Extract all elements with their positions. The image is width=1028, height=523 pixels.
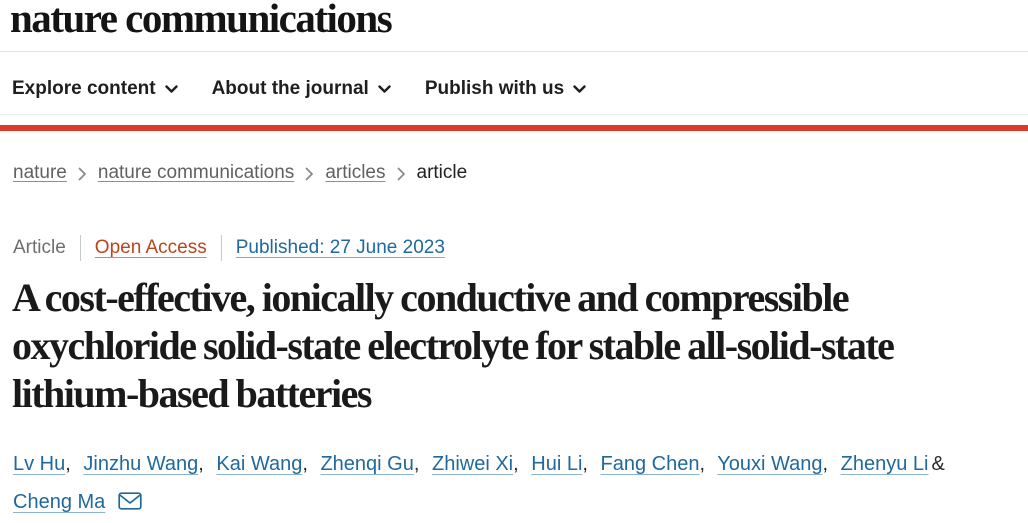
author-link[interactable]: Hui Li: [531, 453, 583, 475]
chevron-right-icon: [305, 167, 314, 181]
open-access-link[interactable]: Open Access: [94, 237, 207, 258]
article-title: A cost-effective, ionically conductive a…: [12, 275, 895, 416]
nav-item-publish-with-us[interactable]: Publish with us: [425, 78, 586, 100]
breadcrumb-link-articles[interactable]: articles: [325, 162, 386, 183]
chevron-down-icon: [378, 78, 391, 100]
author-separator: ,: [699, 453, 706, 475]
author-separator: ,: [582, 453, 588, 475]
breadcrumb-current-article: article: [416, 162, 468, 183]
main-nav: Explore content About the journal Publis…: [0, 52, 1028, 115]
meta-divider: [220, 235, 222, 261]
author-link[interactable]: Zhenyu Li: [840, 453, 929, 475]
article-meta: Article Open Access Published: 27 June 2…: [13, 235, 1028, 261]
nav-item-about-the-journal[interactable]: About the journal: [212, 78, 391, 100]
nav-item-label: Explore content: [12, 78, 156, 99]
author-separator: ,: [302, 453, 308, 475]
site-header: nature communications: [0, 0, 1028, 52]
chevron-right-icon: [397, 167, 406, 181]
article-type-label: Article: [13, 237, 66, 258]
meta-divider: [79, 235, 81, 261]
breadcrumb: nature nature communications articles ar…: [13, 162, 1028, 184]
author-separator: ,: [198, 453, 204, 475]
author-separator: ,: [822, 453, 829, 475]
nav-item-explore-content[interactable]: Explore content: [12, 78, 178, 100]
author-link[interactable]: Kai Wang: [216, 453, 303, 475]
nature-communications-logo[interactable]: nature communications: [10, 0, 393, 41]
nav-item-label: Publish with us: [424, 78, 565, 99]
breadcrumb-link-nature-communications[interactable]: nature communications: [97, 162, 295, 183]
author-separator: ,: [513, 453, 519, 475]
nav-stripe-gap: [0, 115, 1028, 125]
author-link[interactable]: Fang Chen: [600, 453, 700, 475]
author-ampersand: &: [931, 453, 945, 475]
author-link[interactable]: Lv Hu: [13, 453, 66, 475]
author-list: Lv Hu, Jinzhu Wang, Kai Wang, Zhenqi Gu,…: [13, 445, 1027, 523]
published-date-link[interactable]: Published: 27 June 2023: [235, 237, 445, 258]
author-link[interactable]: Jinzhu Wang: [83, 453, 199, 475]
author-link[interactable]: Zhiwei Xi: [431, 453, 514, 475]
breadcrumb-link-nature[interactable]: nature: [13, 162, 67, 183]
chevron-down-icon: [573, 78, 586, 100]
author-link[interactable]: Zhenqi Gu: [320, 453, 414, 475]
chevron-down-icon: [164, 78, 178, 100]
author-link-corresponding[interactable]: Cheng Ma: [13, 491, 106, 513]
author-separator: ,: [65, 453, 71, 475]
nav-item-label: About the journal: [211, 78, 369, 99]
journal-accent-stripe: [0, 125, 1028, 131]
author-separator: ,: [413, 453, 420, 475]
envelope-icon[interactable]: [112, 492, 142, 515]
author-link[interactable]: Youxi Wang: [717, 453, 823, 475]
chevron-right-icon: [78, 167, 87, 181]
